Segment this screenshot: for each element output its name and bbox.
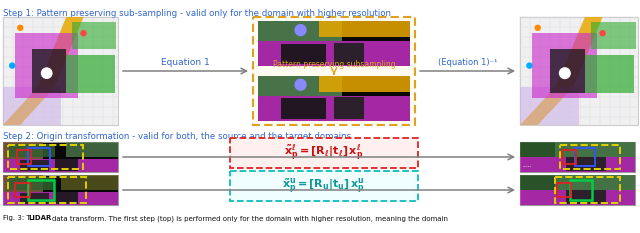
Bar	[258, 76, 342, 96]
Bar	[3, 17, 118, 125]
Bar	[560, 145, 620, 169]
Bar	[61, 175, 118, 190]
Bar	[566, 157, 606, 171]
Bar	[3, 142, 118, 172]
Bar	[532, 33, 596, 98]
Bar	[550, 49, 585, 93]
Bar	[3, 158, 118, 172]
Bar	[319, 21, 410, 37]
Bar	[258, 21, 342, 41]
Bar	[3, 175, 44, 192]
Bar	[258, 76, 410, 121]
Bar	[520, 175, 635, 190]
Bar	[557, 183, 571, 197]
Bar	[28, 148, 50, 166]
Bar	[520, 17, 638, 125]
Bar	[20, 193, 49, 203]
Bar	[253, 17, 415, 125]
Circle shape	[81, 31, 86, 36]
Bar	[8, 145, 83, 169]
Bar	[8, 177, 86, 203]
Bar	[281, 98, 326, 119]
Text: Fig. 3: T: Fig. 3: T	[3, 215, 31, 221]
Text: LIDAR: LIDAR	[28, 215, 51, 221]
Bar	[520, 157, 635, 172]
Bar	[17, 150, 31, 164]
Bar	[230, 171, 418, 201]
Bar	[28, 180, 54, 200]
Bar	[3, 142, 44, 158]
Bar	[554, 175, 635, 190]
Bar	[67, 142, 118, 157]
Text: $\mathbf{\tilde{x}_p^{u} = [R_u | t_u]\, x_p^{u}}$: $\mathbf{\tilde{x}_p^{u} = [R_u | t_u]\,…	[282, 177, 365, 195]
Text: $\mathbf{\tilde{x}_p^{\ell} = [R_{\ell}| t_{\ell}]\, x_p^{\ell}}$: $\mathbf{\tilde{x}_p^{\ell} = [R_{\ell}|…	[284, 143, 364, 163]
Bar	[575, 148, 595, 166]
Circle shape	[535, 25, 540, 30]
Bar	[55, 159, 77, 171]
Bar	[258, 96, 410, 121]
Bar	[32, 49, 67, 93]
Bar	[585, 55, 634, 93]
Bar	[555, 177, 620, 203]
Bar	[520, 190, 635, 205]
Bar	[334, 97, 364, 119]
Circle shape	[295, 79, 306, 90]
Bar	[258, 21, 410, 66]
Text: ˢˢˢˢˢ: ˢˢˢˢˢ	[523, 165, 532, 170]
Bar	[67, 55, 115, 93]
Bar	[258, 41, 410, 66]
Circle shape	[10, 63, 15, 68]
Bar	[562, 150, 576, 164]
Circle shape	[295, 25, 306, 35]
Bar	[520, 87, 579, 125]
Bar	[334, 43, 364, 65]
Circle shape	[18, 25, 23, 30]
Bar	[570, 180, 592, 200]
Circle shape	[600, 31, 605, 36]
Bar	[230, 138, 418, 168]
Bar	[554, 142, 635, 157]
Bar	[566, 190, 606, 203]
Bar	[72, 22, 116, 49]
Bar	[520, 142, 635, 172]
Text: Step 1: Pattern preserving sub-sampling - valid only for the domain with higher : Step 1: Pattern preserving sub-sampling …	[3, 9, 391, 18]
Bar	[520, 142, 635, 157]
Bar	[9, 144, 55, 157]
Bar	[3, 192, 118, 205]
Bar	[520, 175, 635, 205]
Text: data transform. The first step (top) is performed only for the domain with highe: data transform. The first step (top) is …	[52, 215, 448, 222]
Bar	[9, 177, 55, 190]
Bar	[591, 22, 636, 49]
Bar	[3, 87, 61, 125]
Text: (Equation 1)⁻¹: (Equation 1)⁻¹	[438, 58, 497, 67]
Text: Equation 1: Equation 1	[161, 58, 210, 67]
Bar	[319, 76, 410, 92]
Bar	[15, 33, 77, 98]
Circle shape	[527, 63, 532, 68]
Bar	[55, 192, 77, 204]
Text: Step 2: Origin transformation - valid for both, the source and the target domain: Step 2: Origin transformation - valid fo…	[3, 132, 351, 141]
Circle shape	[42, 68, 52, 78]
Bar	[281, 44, 326, 64]
Text: Pattern preserving subsampling: Pattern preserving subsampling	[273, 60, 396, 69]
Bar	[20, 160, 49, 171]
Bar	[3, 175, 118, 205]
Circle shape	[559, 68, 570, 79]
Bar	[15, 183, 30, 197]
